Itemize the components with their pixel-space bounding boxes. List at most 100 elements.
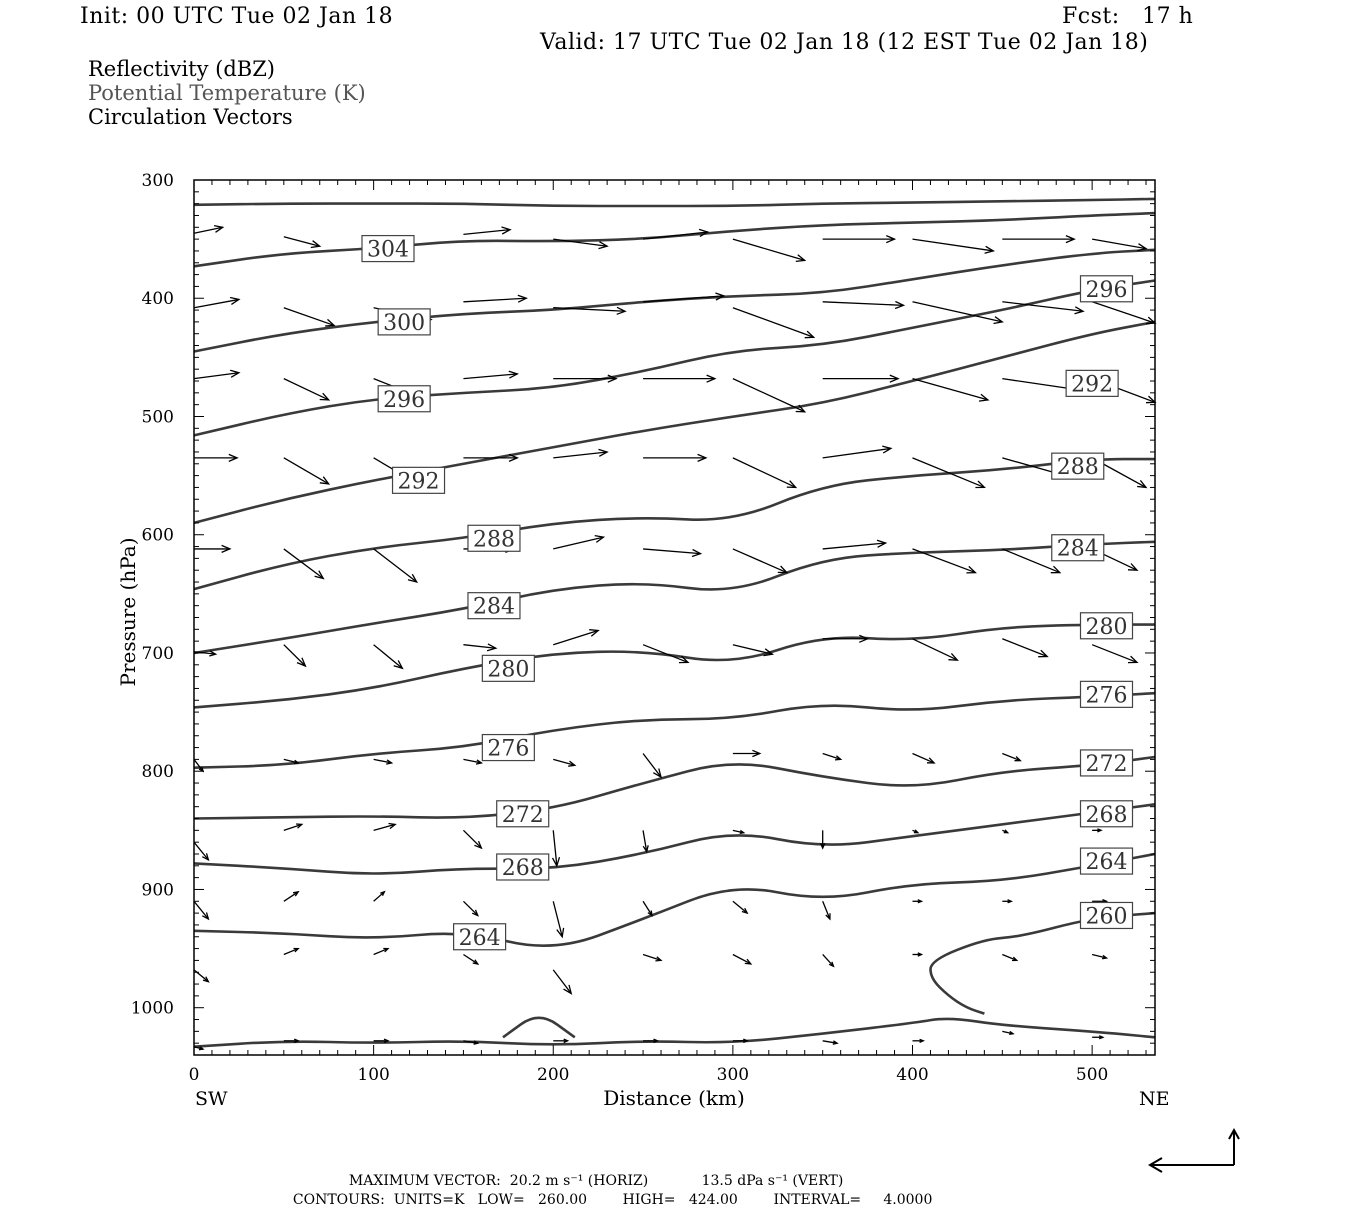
circulation-vector	[283, 758, 300, 765]
circulation-vector	[912, 548, 977, 574]
circulation-vector	[194, 453, 239, 462]
circulation-vector	[642, 953, 663, 962]
circulation-vector	[463, 643, 498, 652]
svg-text:280: 280	[1086, 615, 1128, 640]
circulation-vector	[283, 307, 336, 327]
circulation-vector	[283, 548, 325, 580]
circulation-vector	[732, 457, 798, 489]
circulation-vector	[732, 900, 749, 915]
circulation-vector	[643, 548, 703, 558]
circulation-vector	[912, 752, 936, 764]
x-tick-label: 300	[717, 1065, 749, 1085]
svg-text:268: 268	[502, 856, 544, 881]
svg-text:260: 260	[1086, 904, 1128, 929]
circulation-vector	[820, 830, 826, 850]
theta-contour-3	[193, 279, 1156, 437]
circulation-vector	[283, 644, 307, 668]
max-vector-horiz: 20.2 m s⁻¹ (HORIZ)	[509, 1173, 649, 1189]
svg-text:264: 264	[1086, 850, 1128, 875]
contour-label: 284	[467, 592, 521, 620]
svg-text:296: 296	[1086, 278, 1128, 303]
circulation-vector	[193, 900, 210, 921]
theta-contour-11	[193, 852, 1156, 947]
contour-label: 304	[361, 234, 415, 263]
circulation-vector	[193, 1046, 205, 1051]
circulation-vector	[283, 947, 300, 956]
contour-label: 288	[467, 524, 521, 552]
circulation-vector	[912, 638, 959, 661]
circulation-vector	[1091, 953, 1109, 960]
circulation-vector	[732, 829, 746, 835]
circulation-vector	[822, 374, 900, 383]
contour-label: 264	[453, 923, 507, 951]
circulation-vector	[732, 953, 753, 965]
circulation-vector	[732, 749, 762, 758]
circulation-vector	[822, 539, 888, 550]
circulation-vector	[642, 753, 663, 779]
circulation-vector	[373, 890, 386, 902]
axes: 0 100 200 300 400 500 300 400 500 600 700 800 900 100…	[131, 171, 1156, 1085]
circulation-vector	[193, 296, 241, 309]
svg-text:292: 292	[1071, 372, 1113, 397]
theta-contour-5	[193, 457, 1155, 591]
circulation-vector	[912, 1038, 925, 1043]
circulation-vector	[553, 306, 627, 315]
footer-max-vector: MAXIMUM VECTOR: 20.2 m s⁻¹ (HORIZ) 13.5 …	[340, 1157, 843, 1189]
circulation-vector	[822, 634, 870, 643]
circulation-vector	[1002, 235, 1076, 244]
theta-contour-7	[193, 623, 1155, 709]
svg-text:304: 304	[367, 238, 409, 263]
footer-contours: CONTOURS: UNITS=K LOW= 260.00 HIGH= 424.…	[284, 1176, 932, 1208]
circulation-vector	[373, 822, 397, 831]
y-tick-label: 800	[142, 762, 174, 782]
y-axis-label: Pressure (hPa)	[116, 538, 140, 687]
circulation-vector	[551, 830, 561, 868]
circulation-vector	[193, 969, 210, 983]
contour-label: 260	[1079, 901, 1134, 929]
circulation-vector	[732, 644, 775, 657]
theta-contour-2	[193, 248, 1156, 353]
svg-text:292: 292	[398, 469, 440, 494]
theta-contour-4	[193, 320, 1156, 525]
circulation-vector	[1002, 899, 1013, 904]
circulation-vector	[822, 752, 843, 761]
svg-text:272: 272	[502, 803, 544, 828]
x-tick-label: 0	[189, 1065, 200, 1085]
circulation-vector	[283, 1038, 300, 1044]
circulation-vector	[1002, 1030, 1015, 1036]
max-vector-vert: 13.5 dPa s⁻¹ (VERT)	[701, 1173, 844, 1189]
x-tick-label: 200	[537, 1065, 569, 1085]
circulation-vector	[283, 378, 331, 401]
y-tick-label: 500	[142, 407, 174, 427]
circulation-vector	[283, 890, 300, 902]
x-tick-label: 400	[896, 1065, 928, 1085]
circulation-vector	[912, 238, 995, 254]
circulation-vector	[462, 900, 479, 917]
svg-text:264: 264	[459, 926, 501, 951]
circulation-vector	[912, 899, 924, 904]
circulation-vector	[822, 901, 831, 921]
circulation-vector	[822, 954, 835, 968]
circulation-vector	[283, 236, 322, 249]
theta-contour-9	[193, 755, 1156, 820]
circulation-vector	[642, 830, 649, 854]
cross-section-chart: 0 100 200 300 400 500 300 400 500 600 700 800 900 100…	[116, 171, 1170, 1110]
circulation-vector	[732, 378, 807, 413]
max-vector-label: MAXIMUM VECTOR:	[348, 1173, 501, 1189]
theta-contour-13	[193, 1017, 1156, 1048]
circulation-vector	[373, 644, 404, 670]
circulation-vector	[553, 448, 609, 459]
circulation-vector	[463, 370, 519, 380]
contour-label: 268	[1079, 800, 1134, 828]
svg-text:280: 280	[487, 657, 529, 682]
x-axis-label: Distance (km)	[603, 1086, 745, 1110]
circulation-vector	[1092, 828, 1103, 833]
contour-label: 264	[1079, 847, 1134, 875]
contours-high: HIGH= 424.00	[622, 1192, 738, 1208]
circulation-vector	[373, 1038, 390, 1044]
svg-text:272: 272	[1086, 752, 1128, 777]
theta-contour-14	[502, 1016, 576, 1039]
svg-text:288: 288	[1057, 455, 1099, 480]
circulation-vector	[463, 226, 512, 236]
x-end-label-ne: NE	[1139, 1088, 1170, 1110]
